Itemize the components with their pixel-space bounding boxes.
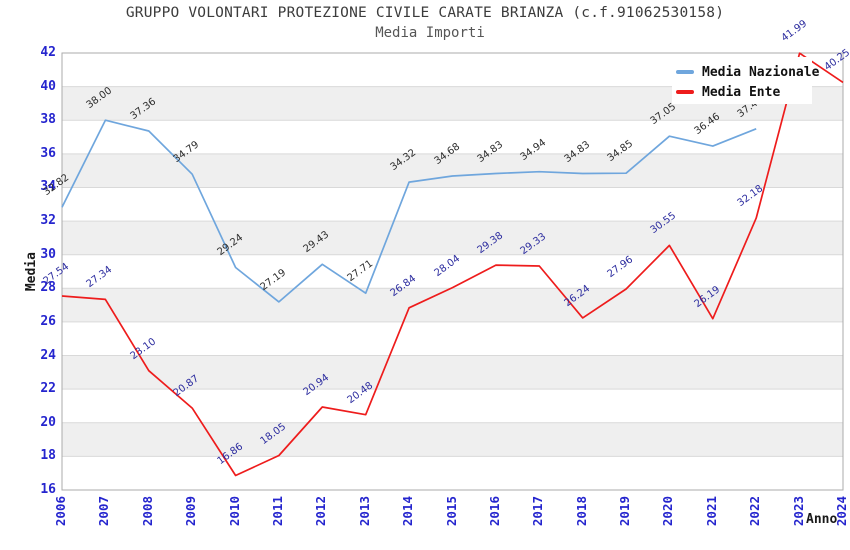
x-tick-label: 2019 — [617, 496, 633, 527]
y-tick-label: 28 — [40, 280, 56, 296]
x-tick-label: 2018 — [573, 496, 589, 527]
legend-item-media-ente: Media Ente — [676, 82, 812, 102]
series-line-media-nazionale — [61, 119, 757, 303]
y-tick-label: 42 — [40, 45, 56, 60]
x-tick-label: 2014 — [400, 496, 416, 527]
x-tick-label: 2020 — [660, 496, 676, 527]
y-tick-label: 36 — [40, 145, 56, 161]
x-tick-label: 2008 — [139, 496, 155, 527]
x-tick-label: 2011 — [269, 496, 285, 527]
x-tick-label: 2015 — [443, 496, 459, 527]
plot-band — [62, 254, 843, 289]
y-tick-label: 16 — [40, 482, 56, 497]
x-tick-label: 2016 — [486, 496, 502, 527]
plot-band — [62, 389, 843, 423]
y-tick-label: 38 — [40, 112, 56, 128]
series-line-media-ente — [61, 52, 844, 477]
x-tick-label: 2021 — [703, 496, 719, 527]
x-tick-label: 2013 — [356, 496, 372, 527]
x-axis-title: Anno — [806, 512, 838, 527]
y-axis-title: Media — [24, 252, 39, 292]
y-tick-label: 40 — [40, 78, 56, 94]
plot-band — [62, 187, 843, 222]
y-tick-label: 26 — [40, 313, 56, 329]
plot-band — [62, 355, 843, 390]
plot-band — [62, 288, 843, 322]
x-tick-label: 2017 — [530, 496, 546, 527]
legend-label: Media Nazionale — [702, 64, 820, 80]
x-tick-label: 2022 — [747, 496, 763, 527]
legend-label: Media Ente — [702, 84, 781, 100]
y-tick-label: 20 — [40, 414, 56, 430]
y-tick-label: 32 — [40, 213, 56, 229]
x-tick-label: 2010 — [226, 496, 242, 527]
plot-band — [62, 153, 843, 188]
plot-border — [61, 52, 844, 491]
y-tick-label: 30 — [40, 246, 56, 262]
legend-line-swatch-nazionale — [676, 70, 694, 74]
chart-subtitle: Media Importi — [375, 25, 485, 41]
legend-line-swatch-ente — [676, 90, 694, 94]
plot-band — [62, 221, 843, 255]
legend: Media Nazionale Media Ente — [672, 57, 819, 104]
x-tick-label: 2012 — [313, 496, 329, 527]
x-tick-label: 2006 — [53, 496, 68, 527]
y-tick-label: 34 — [40, 179, 56, 195]
chart-title: GRUPPO VOLONTARI PROTEZIONE CIVILE CARAT… — [125, 5, 725, 21]
y-tick-label: 24 — [40, 347, 56, 363]
y-tick-label: 18 — [40, 448, 56, 464]
x-tick-label: 2009 — [183, 496, 199, 527]
plot-band — [62, 422, 843, 457]
y-tick-label: 22 — [40, 381, 56, 397]
plot-band — [62, 120, 843, 154]
x-tick-label: 2023 — [790, 496, 806, 527]
legend-item-media-nazionale: Media Nazionale — [676, 62, 819, 82]
plot-band — [62, 456, 843, 490]
plot-band — [62, 321, 843, 356]
x-tick-label: 2007 — [96, 496, 112, 527]
